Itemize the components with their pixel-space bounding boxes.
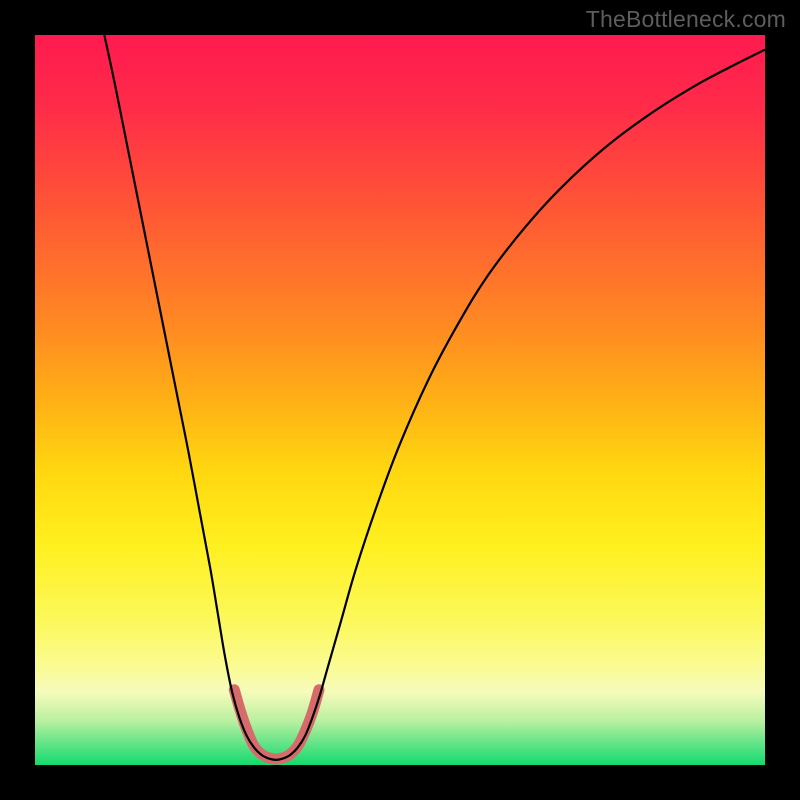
chart-background [35,35,765,765]
chart-svg [35,35,765,765]
watermark-text: TheBottleneck.com [586,6,786,33]
chart-plot-area [35,35,765,765]
